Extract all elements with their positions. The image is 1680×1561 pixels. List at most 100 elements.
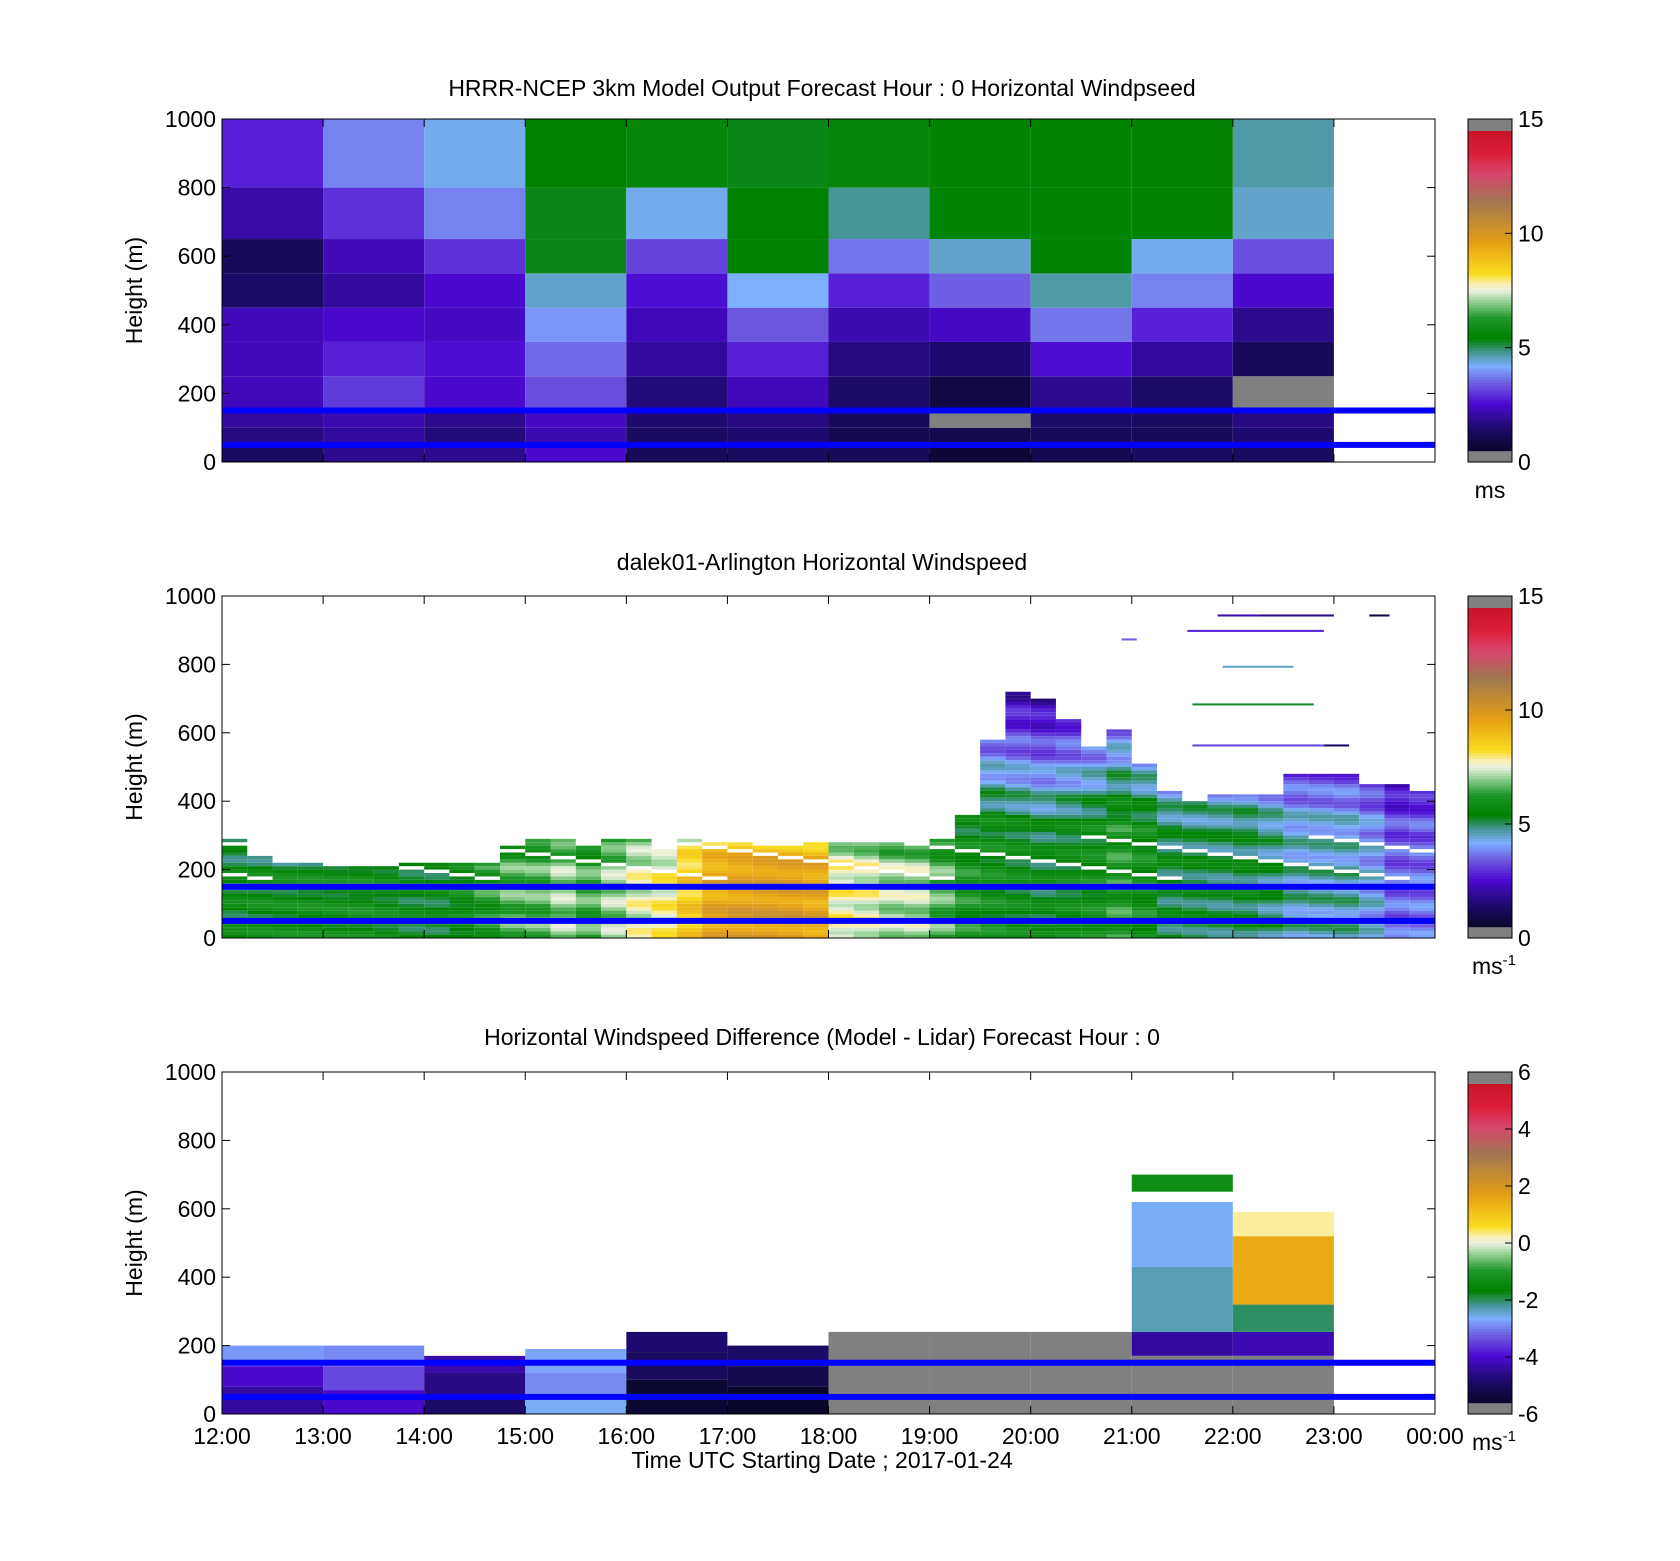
panel-difference-cells — [222, 1174, 1334, 1414]
panel-model-cell-38 — [525, 187, 627, 240]
panel-lidar-cell-847 — [1005, 821, 1031, 826]
panel-lidar-cell-520 — [752, 900, 778, 904]
panel-lidar-cell-1615 — [1409, 910, 1435, 915]
panel-lidar-cell-1469 — [1308, 794, 1334, 798]
panel-lidar-cell-858 — [1005, 784, 1031, 788]
panel-difference-cell-0 — [222, 1386, 324, 1414]
panel-difference-colorbar-band-31 — [1468, 1322, 1512, 1327]
panel-lidar-cell-1299 — [1207, 797, 1233, 802]
panel-lidar-cell-103 — [323, 903, 349, 908]
panel-lidar-cell-767 — [980, 903, 1006, 908]
panel-lidar-cell-447 — [676, 876, 703, 880]
panel-lidar-cell-389 — [626, 893, 652, 897]
panel-lidar-cell-1040 — [1081, 855, 1107, 860]
panel-lidar-cell-157 — [398, 934, 425, 938]
panel-model-cell-20 — [424, 444, 526, 462]
panel-lidar-cell-845 — [1005, 828, 1031, 832]
panel-model-colorbar-band-11 — [1468, 427, 1512, 432]
panel-lidar-cell-801 — [980, 784, 1006, 788]
panel-lidar-cell-980 — [1055, 845, 1082, 850]
panel-lidar-cell-902 — [1030, 879, 1056, 884]
panel-lidar-cell-1557 — [1359, 808, 1385, 812]
panel-lidar-cell-123 — [348, 907, 374, 911]
panel-lidar-colorbar-band-28 — [1468, 855, 1512, 859]
panel-lidar-cell-1501 — [1333, 845, 1360, 850]
panel-lidar-cell-70 — [272, 866, 298, 870]
panel-lidar-colorbar-band-97 — [1468, 658, 1512, 663]
panel-lidar-cell-270 — [525, 924, 551, 928]
panel-lidar-cell-258 — [499, 876, 526, 880]
panel-difference-colorbar-band-82 — [1468, 1177, 1512, 1181]
panel-lidar-cell-1372 — [1258, 828, 1284, 832]
panel-lidar-cell-464 — [702, 910, 728, 915]
panel-lidar-cell-869 — [1005, 746, 1031, 750]
panel-lidar-cell-1162 — [1131, 821, 1158, 826]
panel-lidar-colorbar-band-22 — [1468, 872, 1512, 876]
panel-lidar-cell-991 — [1055, 808, 1082, 812]
panel-lidar-cell-197 — [424, 866, 450, 870]
panel-lidar-cell-95 — [323, 931, 349, 935]
panel-model-colorbar-band-79 — [1468, 233, 1512, 237]
panel-lidar-cell-273 — [525, 914, 551, 918]
panel-lidar-cell-1574 — [1384, 903, 1410, 908]
panel-lidar-cell-115 — [348, 934, 374, 938]
panel-lidar-cell-1216 — [1157, 804, 1183, 809]
panel-difference-cell-13 — [626, 1352, 728, 1380]
panel-lidar-cell-1170 — [1131, 794, 1158, 798]
panel-lidar-cell-1619 — [1409, 896, 1435, 901]
panel-lidar-cell-602 — [828, 890, 854, 894]
panel-model-colorbar-label-3: 15 — [1518, 106, 1544, 132]
panel-lidar-cell-1204 — [1157, 849, 1183, 853]
panel-lidar-cell-47 — [247, 862, 273, 867]
panel-lidar-cell-1037 — [1081, 869, 1107, 874]
panel-lidar-cell-144 — [373, 907, 399, 911]
panel-difference-colorbar-band-58 — [1468, 1245, 1512, 1250]
panel-lidar-cell-528 — [752, 873, 778, 877]
panel-model-colorbar-band-12 — [1468, 424, 1512, 429]
panel-lidar-colorbar-band-3 — [1468, 926, 1512, 931]
panel-lidar-cell-1139 — [1131, 907, 1158, 911]
panel-lidar-cell-545 — [777, 903, 804, 908]
panel-lidar-cell-411 — [651, 914, 677, 918]
panel-lidar-cell-458 — [702, 931, 728, 935]
panel-difference-colorbar-band-24 — [1468, 1342, 1512, 1347]
panel-lidar-cell-972 — [1055, 876, 1082, 880]
panel-lidar-cell-1517 — [1333, 787, 1360, 791]
panel-lidar-cell-428 — [651, 852, 677, 856]
panel-lidar-cell-1093 — [1106, 859, 1132, 863]
panel-lidar-cell-667 — [879, 849, 905, 853]
panel-lidar-cell-561 — [777, 845, 804, 850]
panel-difference-colorbar-band-36 — [1468, 1308, 1512, 1312]
panel-lidar-cell-479 — [702, 855, 728, 860]
panel-lidar-cell-730 — [954, 910, 981, 915]
panel-lidar-cell-490 — [727, 910, 753, 915]
panel-model-cell-6 — [222, 273, 324, 308]
panel-difference-colorbar-band-45 — [1468, 1282, 1512, 1287]
panel-lidar-cell-166 — [398, 903, 425, 908]
panel-lidar-cell-831 — [1005, 879, 1031, 884]
panel-lidar-cell-1266 — [1207, 914, 1233, 918]
panel-lidar-cell-872 — [1005, 736, 1031, 740]
panel-lidar-cell-373 — [601, 849, 627, 853]
panel-difference-colorbar-band-107 — [1468, 1106, 1512, 1110]
panel-lidar-cell-1164 — [1131, 814, 1158, 819]
panel-model-colorbar-band-92 — [1468, 196, 1512, 200]
panel-lidar-cell-1182 — [1157, 927, 1183, 932]
panel-lidar-cell-923 — [1030, 804, 1056, 809]
panel-difference-colorbar-band-5 — [1468, 1396, 1512, 1401]
panel-lidar-cell-1594 — [1384, 828, 1410, 832]
panel-lidar-cell-474 — [702, 873, 728, 877]
panel-lidar-cell-1044 — [1081, 842, 1107, 846]
panel-lidar-cell-330 — [575, 910, 602, 915]
panel-lidar-cell-857 — [1005, 787, 1031, 791]
panel-lidar-cell-1166 — [1131, 808, 1158, 812]
panel-difference-colorbar-band-79 — [1468, 1186, 1512, 1190]
panel-difference-colorbar-band-39 — [1468, 1300, 1512, 1304]
panel-lidar-cell-460 — [702, 924, 728, 928]
panel-lidar-cell-168 — [398, 896, 425, 901]
panel-lidar-cell-1499 — [1333, 852, 1360, 856]
panel-lidar-cell-777 — [980, 869, 1006, 874]
panel-lidar-colorbar-band-86 — [1468, 690, 1512, 694]
panel-lidar-cell-1229 — [1182, 907, 1208, 911]
panel-model-colorbar-band-91 — [1468, 199, 1512, 203]
